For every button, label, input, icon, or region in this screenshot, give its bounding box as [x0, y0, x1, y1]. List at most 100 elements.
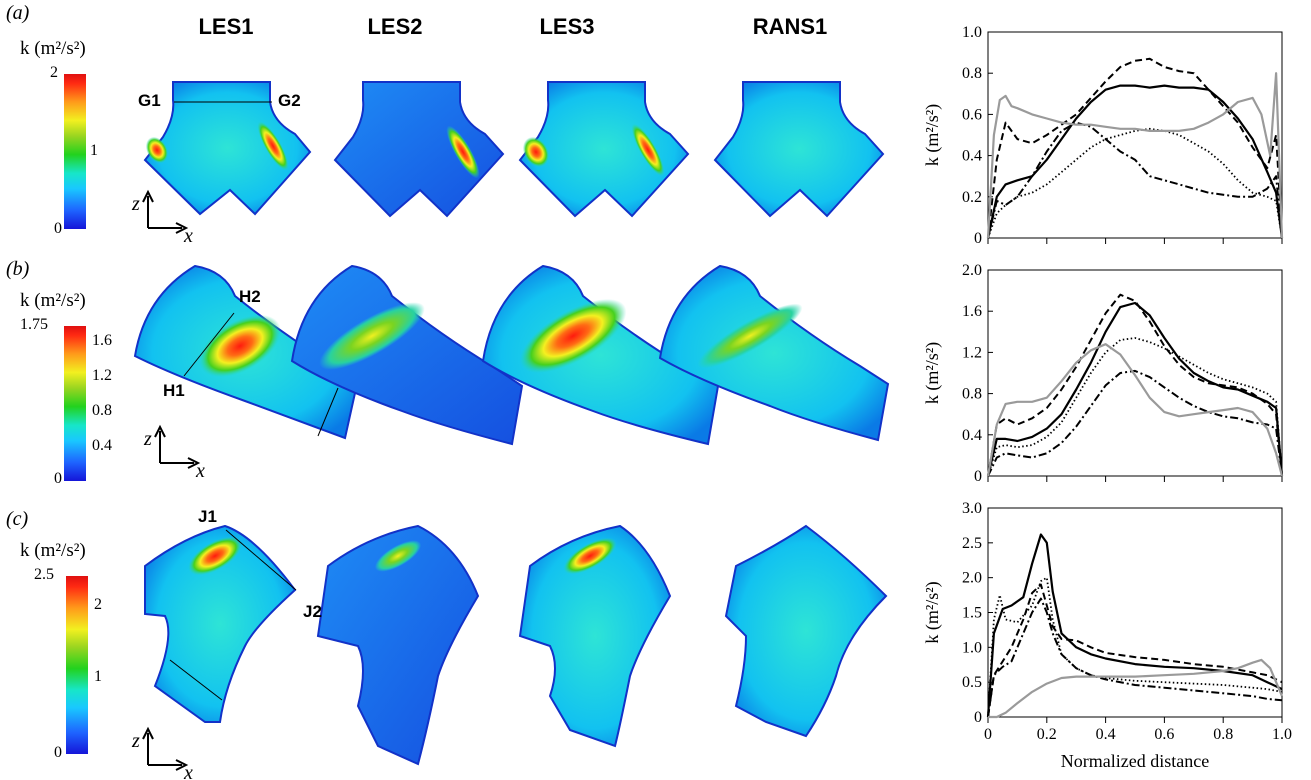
x-tick-label: 0.6	[1154, 726, 1174, 743]
colorbar-b-tick: 0	[54, 470, 62, 487]
series-line-solid-gray	[986, 343, 1284, 477]
y-tick-label: 0	[974, 468, 982, 485]
colorbar-a-tick: 0	[54, 220, 62, 237]
segment-line-h2	[317, 387, 339, 437]
y-tick-label: 2.5	[962, 535, 982, 552]
y-tick-label: 2.0	[962, 570, 982, 587]
y-tick-label: 1.2	[962, 344, 982, 361]
colorbar-c-tick: 2.5	[34, 566, 54, 583]
panel-label-b: (b)	[6, 258, 30, 280]
contour-les1-b	[133, 264, 359, 440]
plot-frame	[987, 269, 1283, 477]
line-charts: 0 0.2 0.4 0.6 0.8 1.0 k (m²/s²) 0 0.4 0.8 1.2 1.6 2.…	[922, 24, 1292, 771]
y-tick-label: 0.8	[962, 65, 982, 82]
x-axis-letter: x	[183, 225, 193, 247]
x-tick-label: 0.8	[1213, 726, 1233, 743]
field-region	[333, 81, 505, 218]
contour-les2-c	[316, 524, 480, 766]
panel-label-a: (a)	[6, 2, 30, 24]
axis-glyph-b: zx	[143, 424, 205, 482]
y-tick-label: 0.8	[962, 386, 982, 403]
x-tick-label: 0.4	[1096, 726, 1116, 743]
contour-les3-c	[518, 524, 672, 748]
x-axis-letter: x	[183, 762, 193, 780]
colorbar-a	[64, 74, 86, 229]
chart-2: 0 0.5 1.0 1.5 2.0 2.5 3.0 0 0.2 0.4 0.6 0.8 1.0 k (m²…	[922, 500, 1292, 771]
hot-zone	[522, 136, 550, 168]
x-axis-letter: x	[195, 460, 205, 482]
colorbar-title-c: k (m²/s²)	[20, 540, 86, 561]
contour-les1-c	[144, 524, 297, 723]
z-axis-letter: z	[131, 730, 140, 752]
segment-line-j	[225, 529, 297, 591]
segment-label-h2: H2	[239, 287, 261, 306]
field-region	[518, 524, 672, 748]
colorbar-b	[64, 326, 86, 481]
y-tick-label: 0.5	[962, 674, 982, 691]
series-line-dotted-black	[987, 337, 1283, 477]
column-heading-les1: LES1	[198, 14, 254, 39]
warm-zone	[697, 303, 803, 369]
column-heading-les2: LES2	[367, 14, 423, 39]
x-tick-label: 0	[984, 726, 992, 743]
hot-zone	[257, 121, 289, 171]
series-line-dotted-black	[987, 576, 1283, 718]
colorbar-b-tick: 1.2	[92, 367, 112, 384]
segment-label-g2: G2	[278, 91, 301, 110]
field-region	[518, 81, 690, 218]
series-line-solid-gray	[986, 72, 1284, 239]
y-tick-label: 0	[974, 709, 982, 726]
contour-les3-a	[518, 81, 690, 218]
panel-label-c: (c)	[6, 508, 29, 530]
contour-rans1-b	[658, 264, 890, 442]
series-line-dashed-black	[987, 293, 1283, 477]
field-region	[316, 524, 480, 766]
colorbar-b-tick: 0.8	[92, 402, 112, 419]
plot-frame	[987, 31, 1283, 239]
series-line-solid-gray	[988, 658, 1284, 719]
segment-label-g1: G1	[138, 91, 161, 110]
colorbar-a-tick: 2	[50, 64, 58, 81]
x-arrow-head	[175, 759, 189, 771]
y-axis-label: k (m²/s²)	[922, 581, 943, 643]
colorbar-title-a: k (m²/s²)	[20, 38, 86, 59]
z-arrow-head	[142, 189, 154, 203]
y-tick-label: 1.0	[962, 639, 982, 656]
y-tick-label: 1.6	[962, 303, 982, 320]
warm-zone	[319, 302, 425, 370]
y-tick-label: 1.0	[962, 24, 982, 41]
axis-glyph-c: zx	[131, 726, 193, 780]
hot-zone	[631, 123, 665, 177]
contour-les1-a	[143, 81, 312, 216]
warm-zone	[374, 540, 422, 572]
hot-zone	[563, 537, 617, 575]
column-heading-les3: LES3	[539, 14, 595, 39]
series-line-dotted-black	[987, 127, 1283, 239]
y-tick-label: 0.4	[962, 427, 982, 444]
hot-zone	[519, 299, 627, 373]
series-line-dashdot-black	[987, 597, 1283, 718]
series-line-dashed-black	[987, 583, 1283, 718]
x-tick-label: 1.0	[1272, 726, 1292, 743]
z-axis-letter: z	[131, 193, 140, 215]
hot-zone	[199, 314, 281, 378]
hot-zone	[446, 125, 480, 179]
contour-rans1-a	[713, 81, 885, 218]
colorbar-c-tick: 0	[54, 744, 62, 761]
field-region	[481, 264, 720, 446]
y-axis-label: k (m²/s²)	[922, 342, 943, 404]
field-region	[290, 264, 524, 446]
y-axis-label: k (m²/s²)	[922, 104, 943, 166]
field-region	[144, 524, 297, 723]
colorbar-b-tick: 1.6	[92, 332, 112, 349]
series-line-solid-black	[986, 301, 1284, 477]
x-axis-label: Normalized distance	[1061, 751, 1209, 771]
series-line-dashed-black	[987, 57, 1283, 239]
chart-1: 0 0.4 0.8 1.2 1.6 2.0 k (m²/s²)	[922, 262, 1284, 485]
axis-glyph-a: zx	[131, 189, 193, 247]
field-region	[658, 264, 890, 442]
colorbar-c-tick: 1	[94, 668, 102, 685]
series-line-solid-black	[986, 533, 1283, 718]
field-region	[143, 81, 312, 216]
